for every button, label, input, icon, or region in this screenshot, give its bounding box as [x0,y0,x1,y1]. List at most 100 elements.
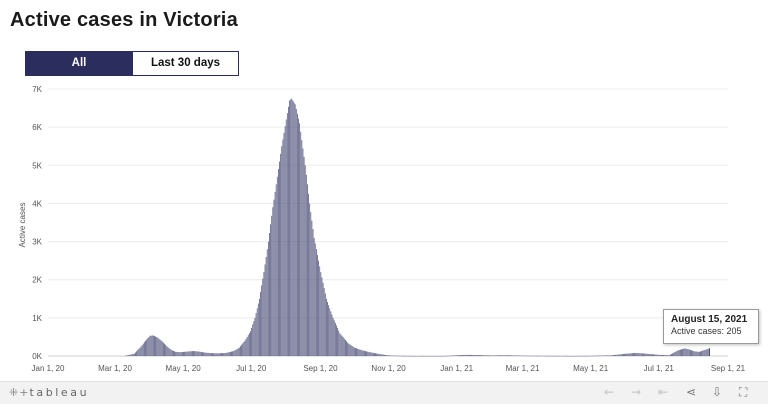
bar[interactable] [413,355,414,357]
bar[interactable] [368,351,370,356]
bar[interactable] [615,354,616,356]
bar[interactable] [387,355,389,356]
bar[interactable] [336,325,337,356]
bar[interactable] [646,353,648,356]
bar[interactable] [283,132,285,356]
bar[interactable] [394,355,395,357]
bar[interactable] [303,156,305,356]
bar[interactable] [215,353,217,356]
bar[interactable] [297,113,298,356]
bar[interactable] [164,343,165,356]
bar[interactable] [677,350,679,356]
bar[interactable] [420,356,422,357]
bar[interactable] [209,353,211,356]
bar[interactable] [208,352,210,356]
bar[interactable] [608,355,610,356]
bar[interactable] [429,356,431,357]
bar[interactable] [618,354,620,356]
bar[interactable] [675,351,677,356]
bar[interactable] [432,356,433,357]
bar[interactable] [591,355,593,357]
bar[interactable] [178,352,180,356]
bar[interactable] [419,356,421,357]
bar[interactable] [301,140,303,356]
bar[interactable] [323,288,325,356]
bar[interactable] [212,353,213,356]
bar[interactable] [273,199,275,356]
bar[interactable] [573,355,575,357]
bar[interactable] [247,335,249,356]
bar[interactable] [667,355,669,356]
bar[interactable] [363,350,365,356]
bar[interactable] [186,351,188,356]
bar[interactable] [542,355,544,357]
bar[interactable] [427,356,429,357]
undo-icon[interactable]: ← [604,385,615,399]
bar[interactable] [355,347,356,356]
bar[interactable] [397,355,399,357]
bar[interactable] [704,349,706,356]
bar[interactable] [236,348,238,356]
bar[interactable] [673,352,675,356]
bar[interactable] [652,354,653,356]
bar[interactable] [623,353,624,356]
bar[interactable] [430,356,432,357]
bar[interactable] [620,354,622,356]
bar[interactable] [219,353,221,356]
bar[interactable] [405,355,407,357]
bar[interactable] [693,351,695,356]
bar[interactable] [170,349,172,356]
bar[interactable] [181,352,183,356]
bar[interactable] [193,351,194,356]
bar[interactable] [353,347,355,356]
bar[interactable] [130,354,132,357]
bar[interactable] [671,354,672,356]
bar[interactable] [540,355,542,357]
bar[interactable] [489,355,490,356]
bar[interactable] [529,355,531,357]
bar[interactable] [559,355,561,357]
bar[interactable] [259,298,260,356]
bar[interactable] [462,355,464,356]
bar[interactable] [467,354,469,356]
bar[interactable] [589,355,591,357]
bar[interactable] [572,356,574,357]
bar[interactable] [640,353,642,356]
bar[interactable] [562,355,564,357]
bar[interactable] [569,355,571,357]
bar[interactable] [389,355,391,356]
bar[interactable] [442,356,443,357]
bar[interactable] [595,355,596,357]
bar[interactable] [486,355,488,356]
bar[interactable] [655,354,657,356]
bar[interactable] [505,355,507,356]
bar[interactable] [509,355,510,356]
bar[interactable] [512,355,514,356]
bar[interactable] [223,353,225,356]
bar[interactable] [508,355,509,356]
bar[interactable] [280,153,282,356]
bar[interactable] [398,355,400,357]
bar[interactable] [503,355,505,356]
bar[interactable] [175,351,177,356]
bar[interactable] [356,348,357,356]
bar[interactable] [456,355,458,356]
bar[interactable] [318,260,319,356]
bar[interactable] [290,99,292,357]
bar[interactable] [443,356,445,357]
bar[interactable] [533,355,535,357]
bar[interactable] [230,351,231,356]
bar[interactable] [510,355,512,356]
bar[interactable] [380,354,382,356]
bar[interactable] [481,355,483,356]
bar[interactable] [238,347,240,356]
bar[interactable] [461,355,462,356]
bar[interactable] [485,355,487,356]
bar[interactable] [260,292,261,356]
bar[interactable] [320,272,322,356]
bar[interactable] [241,344,242,356]
bar[interactable] [375,353,376,356]
bar[interactable] [234,350,236,356]
bar[interactable] [437,356,439,357]
bar[interactable] [146,339,148,357]
